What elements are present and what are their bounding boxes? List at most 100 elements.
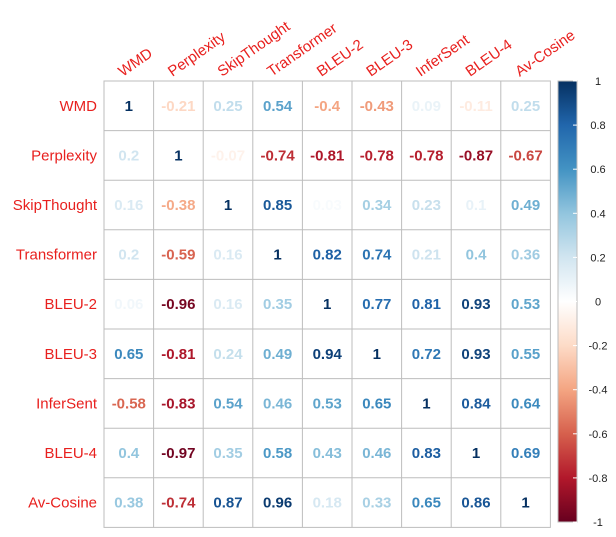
cell-value: -0.78 <box>409 147 443 164</box>
cell-value: 0.06 <box>114 296 143 313</box>
colorbar-tick-label: 0.6 <box>590 164 605 176</box>
cell-value: 0.77 <box>362 296 391 313</box>
cell-value: 0.2 <box>118 247 139 264</box>
cell-value-labels: 1 -0.21 0.25 0.54 -0.4 -0.43 0.09 -0.11 0.250.2 1… <box>112 98 543 512</box>
cell-value: 0.38 <box>114 495 143 512</box>
cell-value: -0.67 <box>508 147 542 164</box>
cell-value: -0.83 <box>161 395 195 412</box>
cell-value: 1 <box>422 395 430 412</box>
cell-value: 0.74 <box>362 247 392 264</box>
cell-value: -0.43 <box>360 98 394 115</box>
cell-value: 0.23 <box>412 197 441 214</box>
row-label: BLEU-3 <box>44 346 97 363</box>
heatmap-grid <box>103 80 551 528</box>
cell-value: 0.54 <box>263 98 293 115</box>
cell-value: -0.96 <box>161 296 195 313</box>
colorbar: 1 0.8 0.6 0.4 0.2 0 -0.2 -0.4 -0.6 -0.8 -1 <box>557 76 608 529</box>
cell-value: -0.81 <box>161 346 195 363</box>
cell-value: 0.64 <box>511 395 541 412</box>
cell-value: 0.86 <box>461 495 490 512</box>
cell-value: 0.09 <box>412 98 441 115</box>
cell-value: 0.16 <box>213 296 242 313</box>
row-label: Transformer <box>16 247 97 264</box>
cell-value: 0.16 <box>114 197 143 214</box>
cell-value: 0.82 <box>313 247 342 264</box>
cell-value: 0.49 <box>263 346 292 363</box>
colorbar-tick-label: 0.8 <box>590 120 605 132</box>
cell-value: 0.16 <box>213 247 242 264</box>
cell-value: -0.21 <box>161 98 195 115</box>
column-label: WMD <box>115 45 156 81</box>
cell-value: 0.49 <box>511 197 540 214</box>
cell-value: 1 <box>521 495 529 512</box>
cell-value: 0.18 <box>313 495 342 512</box>
cell-value: 0.35 <box>263 296 292 313</box>
cell-value: 0.85 <box>263 197 292 214</box>
cell-value: 0.53 <box>511 296 540 313</box>
grid-border <box>103 80 551 528</box>
cell-value: -0.87 <box>459 147 493 164</box>
colorbar-tick-label: 0.2 <box>590 252 605 264</box>
cell-value: 0.46 <box>362 445 391 462</box>
cell-value: 0.65 <box>114 346 143 363</box>
cell-value: 0.93 <box>461 296 490 313</box>
colorbar-tick-label: -0.8 <box>589 473 608 485</box>
colorbar-tick-label: 0.4 <box>590 208 605 220</box>
cell-value: 0.93 <box>461 346 490 363</box>
cell-value: -0.38 <box>161 197 195 214</box>
cell-value: 0.81 <box>412 296 441 313</box>
cell-value: -0.59 <box>161 247 195 264</box>
cell-value: 0.4 <box>118 445 140 462</box>
cell-value: 1 <box>273 247 281 264</box>
colorbar-tick-label: -0.2 <box>589 341 608 353</box>
cell-value: 1 <box>472 445 480 462</box>
cell-value: 0.54 <box>213 395 243 412</box>
cell-value: 0.55 <box>511 346 540 363</box>
cell-value: 0.4 <box>466 247 488 264</box>
column-labels: WMD PerplexitySkipThoughtTransformerBLEU-… <box>115 18 578 81</box>
cell-value: 0.03 <box>313 197 342 214</box>
cell-value: 0.43 <box>313 445 342 462</box>
column-label: BLEU-3 <box>363 36 416 80</box>
cell-value: 0.53 <box>313 395 342 412</box>
cell-value: 1 <box>224 197 232 214</box>
cell-value: 0.36 <box>511 247 540 264</box>
colorbar-tick-label: 1 <box>595 76 601 88</box>
colorbar-tick-label: -0.6 <box>589 429 608 441</box>
cell-value: 1 <box>174 147 182 164</box>
cell-value: 0.83 <box>412 445 441 462</box>
cell-value: -0.11 <box>459 98 492 115</box>
cell-value: -0.74 <box>260 147 295 164</box>
column-label: InferSent <box>413 31 473 80</box>
cell-value: 0.25 <box>511 98 540 115</box>
row-label: WMD <box>60 98 98 115</box>
cell-value: 1 <box>373 346 381 363</box>
cell-value: 0.24 <box>213 346 243 363</box>
row-labels: WMD Perplexity SkipThought Transformer BLEU-… <box>13 98 98 512</box>
cell-value: -0.4 <box>314 98 341 115</box>
cell-value: 0.25 <box>213 98 242 115</box>
row-label: SkipThought <box>13 197 98 214</box>
cell-value: 0.72 <box>412 346 441 363</box>
column-label: Av-Cosine <box>512 27 578 80</box>
cell-value: -0.97 <box>161 445 195 462</box>
cell-value: -0.07 <box>211 147 245 164</box>
cell-value: 0.96 <box>263 495 292 512</box>
cell-value: 0.94 <box>313 346 343 363</box>
cell-value: 0.46 <box>263 395 292 412</box>
cell-value: 1 <box>125 98 133 115</box>
row-label: InferSent <box>36 395 98 412</box>
row-label: Av-Cosine <box>28 495 97 512</box>
row-label: BLEU-4 <box>44 445 97 462</box>
colorbar-tick-label: 0 <box>595 297 601 309</box>
cell-value: 0.33 <box>362 495 391 512</box>
colorbar-tick-label: -1 <box>593 517 603 529</box>
cell-value: 0.21 <box>412 247 441 264</box>
cell-value: -0.58 <box>112 395 146 412</box>
cell-value: 0.69 <box>511 445 540 462</box>
row-label: BLEU-2 <box>44 296 97 313</box>
cell-value: 0.2 <box>118 147 139 164</box>
colorbar-tick-label: -0.4 <box>589 385 608 397</box>
row-label: Perplexity <box>31 147 97 164</box>
